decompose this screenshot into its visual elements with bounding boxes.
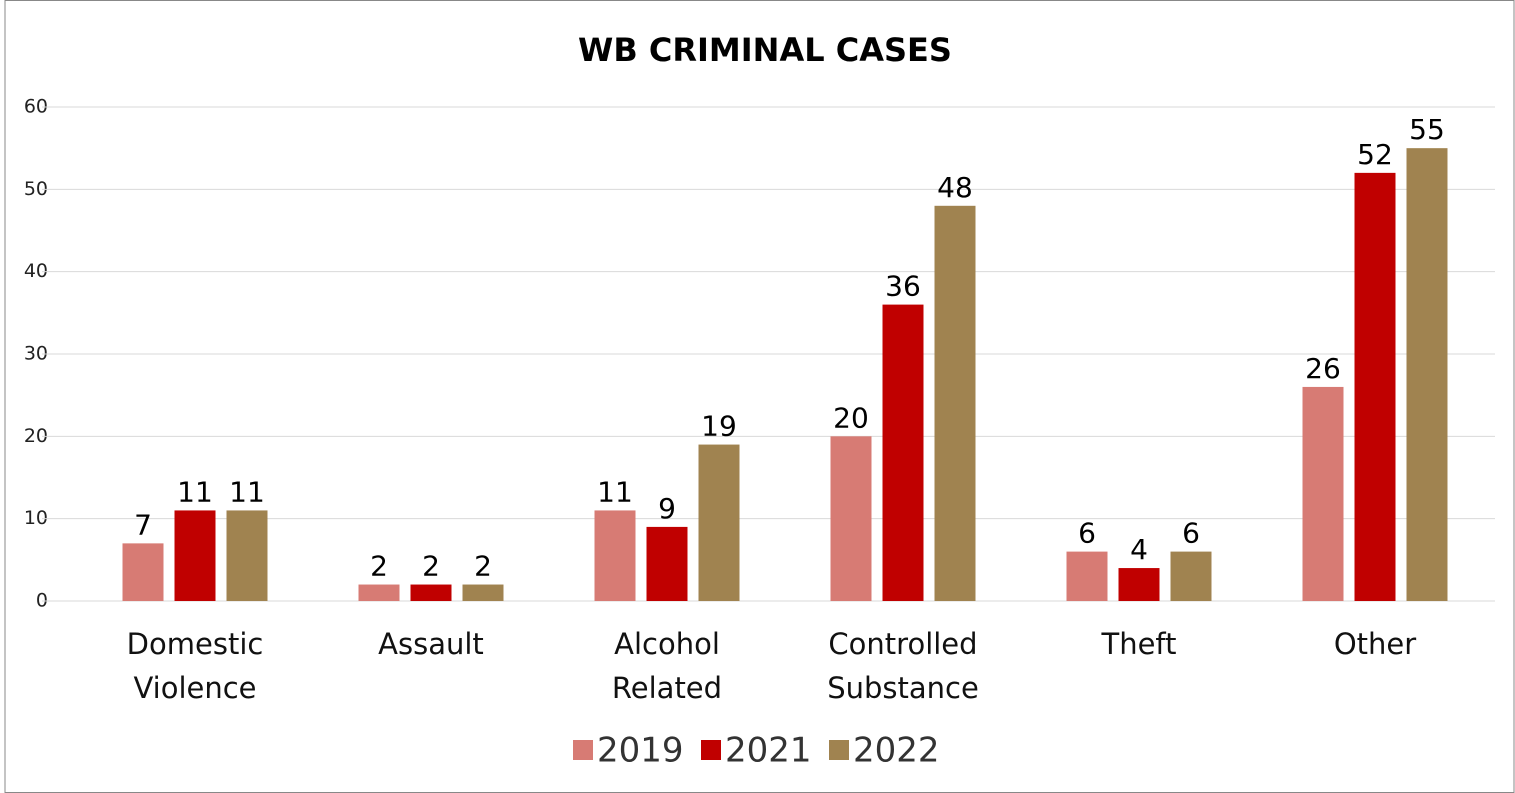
legend-swatch	[701, 740, 721, 760]
bar	[594, 510, 636, 601]
bar	[1354, 172, 1396, 601]
data-label: 2	[474, 550, 492, 583]
x-tick-label: Other	[1334, 627, 1416, 661]
bar	[934, 205, 976, 602]
bar	[1302, 386, 1344, 601]
y-tick-label: 60	[24, 96, 48, 118]
bar	[1170, 551, 1212, 601]
bar	[830, 436, 872, 601]
legend-label: 2022	[853, 731, 940, 771]
legend-swatch	[829, 740, 849, 760]
bar	[122, 543, 164, 601]
data-label: 36	[885, 270, 921, 303]
data-label: 4	[1130, 533, 1148, 566]
bar	[1118, 568, 1160, 601]
legend-label: 2021	[725, 731, 812, 771]
data-label: 19	[701, 410, 737, 443]
x-tick-label: Assault	[378, 627, 484, 661]
legend-swatch	[573, 740, 593, 760]
data-label: 55	[1409, 113, 1445, 146]
chart-title: WB CRIMINAL CASES	[578, 31, 952, 69]
bar	[698, 444, 740, 601]
data-label: 48	[937, 171, 973, 204]
data-label: 7	[134, 508, 152, 541]
data-label: 20	[833, 401, 869, 434]
legend-label: 2019	[597, 731, 684, 771]
y-tick-label: 30	[24, 343, 48, 365]
data-label: 11	[597, 475, 633, 508]
bar	[358, 584, 400, 601]
chart-frame	[4, 0, 1515, 793]
bar	[1066, 551, 1108, 601]
data-label: 2	[422, 550, 440, 583]
y-tick-label: 20	[24, 425, 48, 447]
data-label: 9	[658, 492, 676, 525]
bar	[174, 510, 216, 601]
y-tick-label: 10	[24, 507, 48, 529]
data-label: 11	[177, 475, 213, 508]
bar	[226, 510, 268, 601]
y-tick-label: 0	[36, 590, 48, 612]
data-label: 6	[1182, 517, 1200, 550]
x-tick-label: Controlled Substance	[827, 627, 979, 705]
bar	[462, 584, 504, 601]
bar	[646, 526, 688, 601]
x-tick-label: Theft	[1100, 627, 1176, 661]
bar	[882, 304, 924, 601]
y-tick-label: 40	[24, 260, 48, 282]
data-label: 26	[1305, 352, 1341, 385]
data-label: 6	[1078, 517, 1096, 550]
x-tick-label: Domestic Violence	[127, 627, 264, 705]
data-label: 2	[370, 550, 388, 583]
data-label: 11	[229, 475, 265, 508]
bar	[410, 584, 452, 601]
x-tick-label: Alcohol Related	[612, 627, 722, 705]
bar	[1406, 148, 1448, 601]
y-tick-label: 50	[24, 178, 48, 200]
data-label: 52	[1357, 138, 1393, 171]
